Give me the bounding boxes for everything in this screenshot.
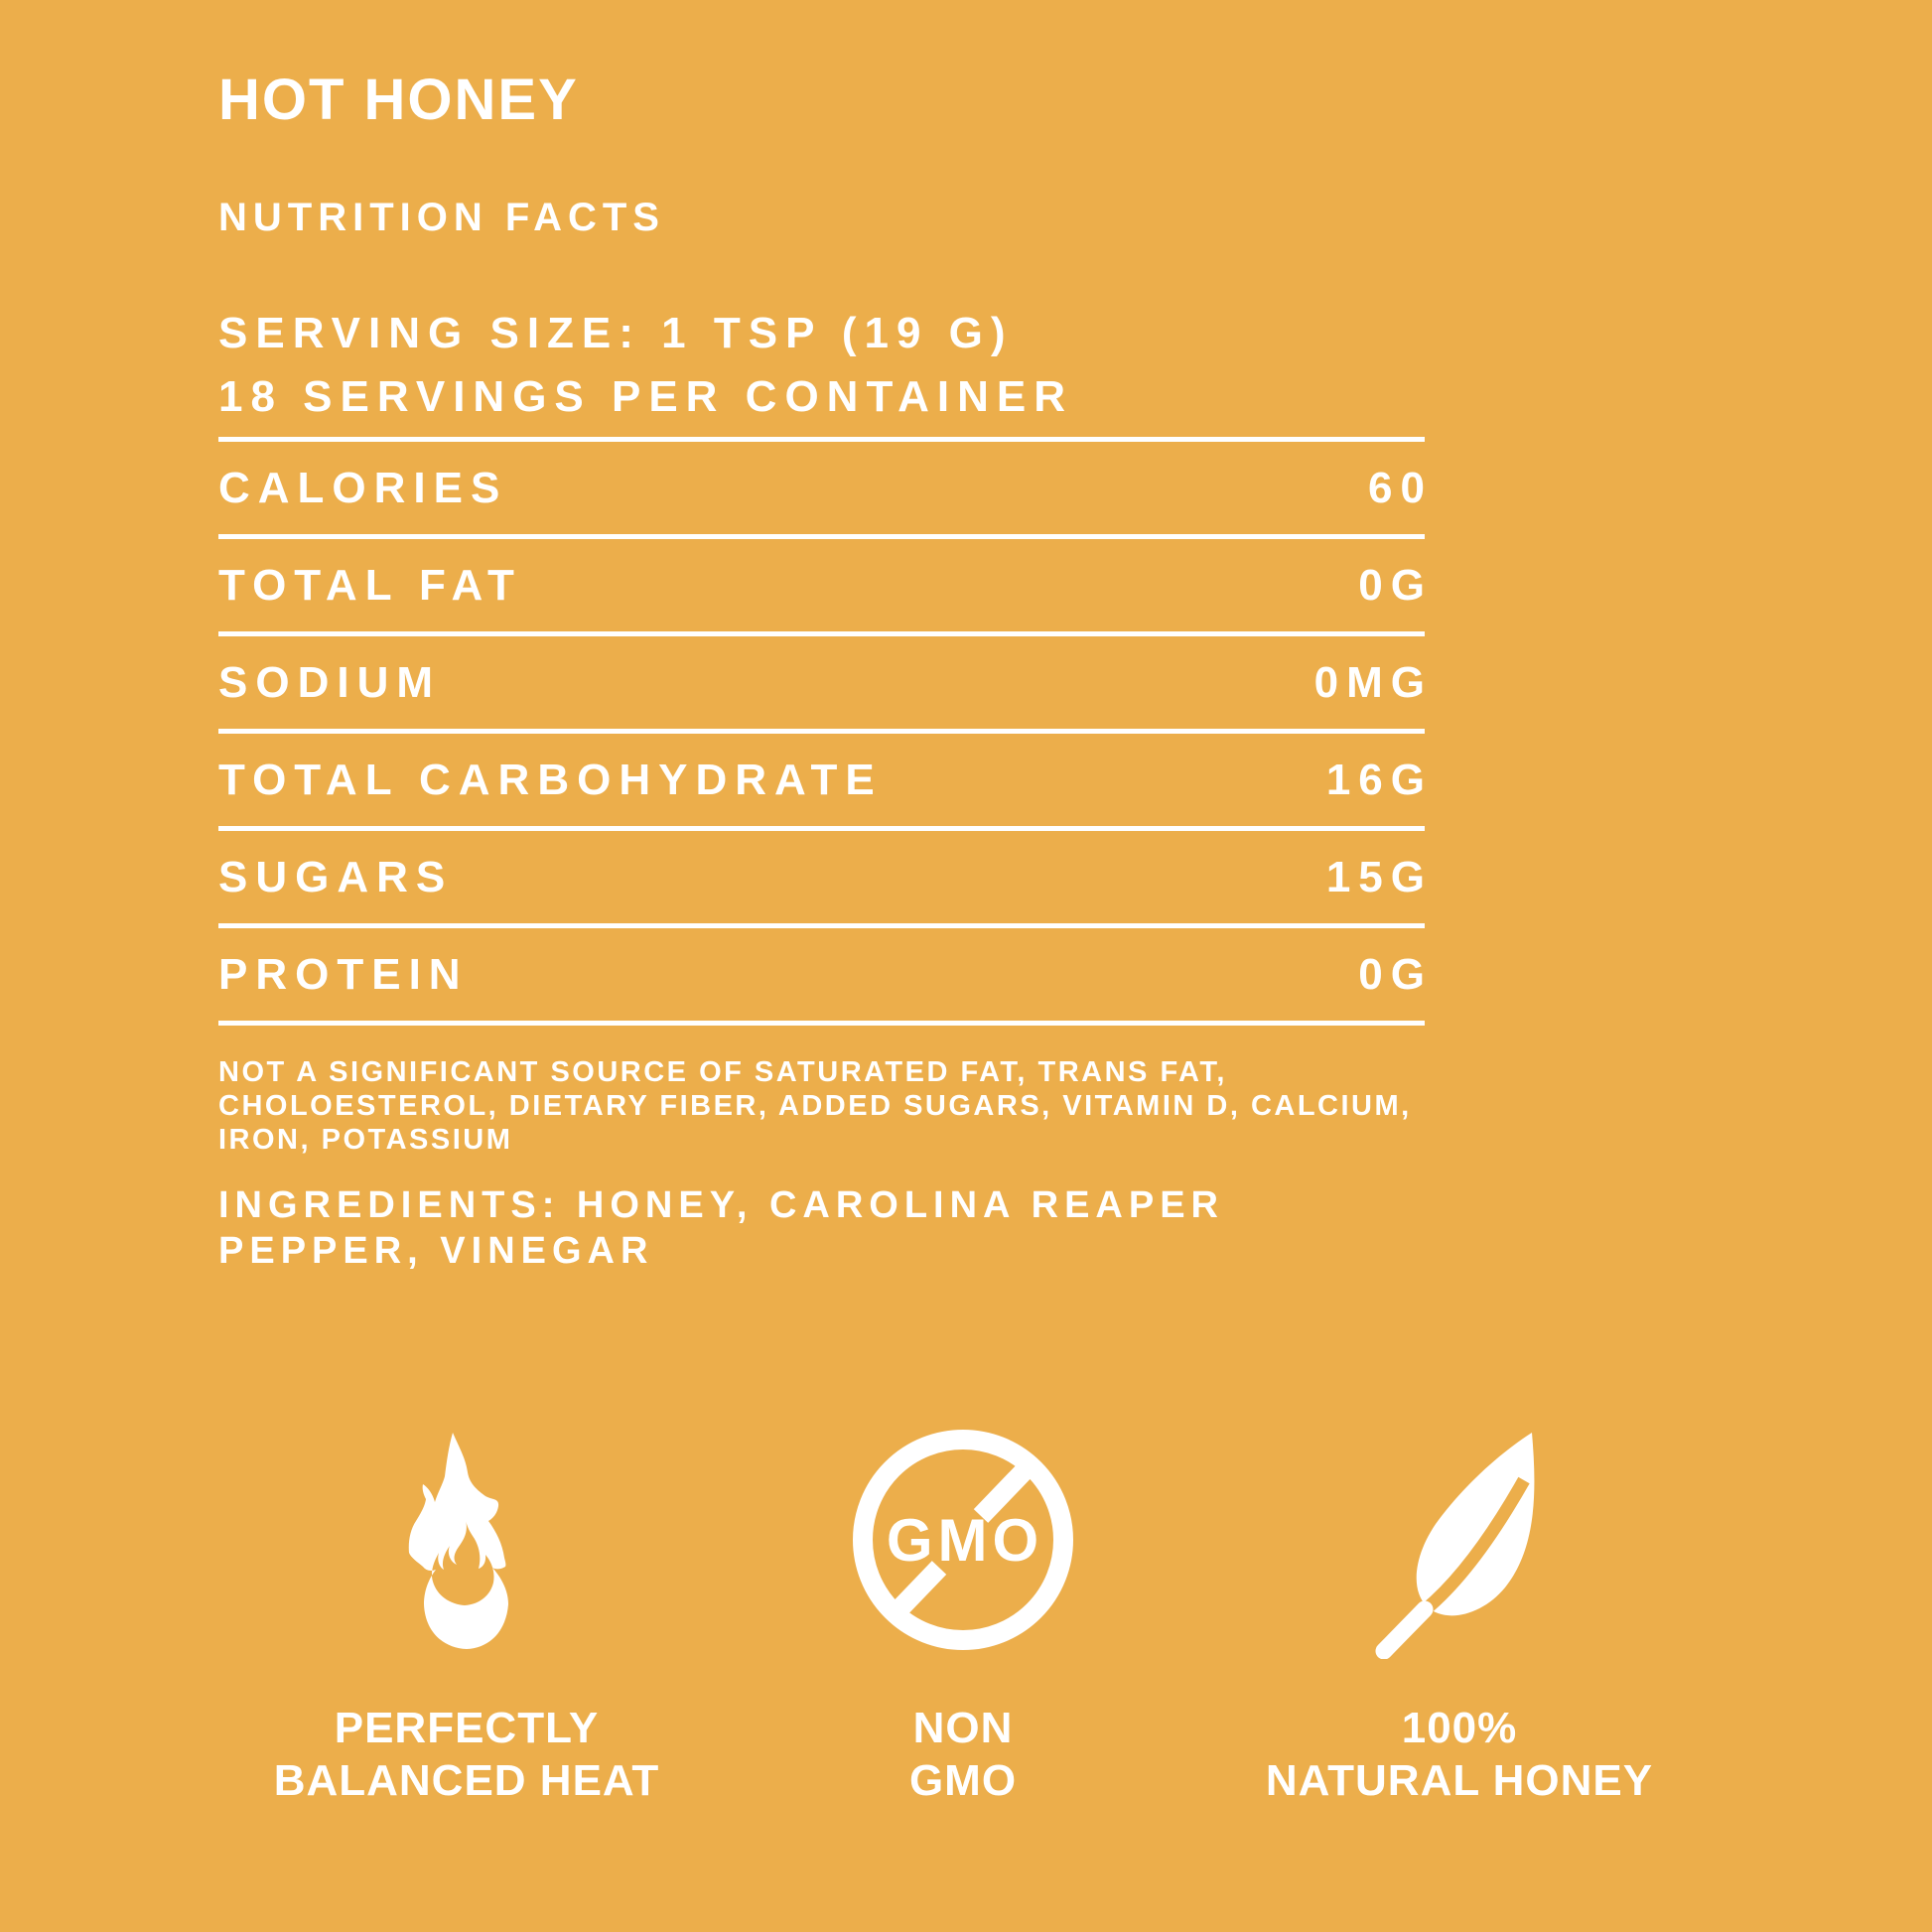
- badge-caption: NON GMO: [909, 1702, 1017, 1807]
- row-value: 0G: [1358, 560, 1433, 610]
- table-row-calories: CALORIES 60: [218, 442, 1425, 534]
- gmo-icon-text: GMO: [887, 1507, 1043, 1574]
- row-label: TOTAL CARBOHYDRATE: [218, 755, 883, 804]
- servings-per-container-line: 18 SERVINGS PER CONTAINER: [218, 372, 1073, 421]
- row-label: SUGARS: [218, 852, 454, 901]
- table-row-total-fat: TOTAL FAT 0G: [218, 539, 1425, 631]
- badge-balanced-heat: PERFECTLY BALANCED HEAT: [218, 1423, 715, 1807]
- divider-line: [218, 826, 1425, 831]
- badge-caption-line: NATURAL HONEY: [1265, 1756, 1654, 1805]
- table-row-sugars: SUGARS 15G: [218, 831, 1425, 923]
- not-significant-source-note: NOT A SIGNIFICANT SOURCE OF SATURATED FA…: [218, 1056, 1412, 1156]
- row-value: 16G: [1325, 755, 1433, 804]
- badge-natural-honey: 100% NATURAL HONEY: [1211, 1423, 1708, 1807]
- divider-line: [218, 437, 1425, 442]
- leaf-icon: [1370, 1423, 1549, 1659]
- badge-caption: PERFECTLY BALANCED HEAT: [274, 1702, 660, 1807]
- nutrition-facts-heading: NUTRITION FACTS: [218, 196, 665, 239]
- badge-caption-line: NON: [912, 1704, 1014, 1752]
- row-label: SODIUM: [218, 657, 441, 707]
- badge-caption-line: 100%: [1401, 1704, 1518, 1752]
- badge-non-gmo: GMO NON GMO: [715, 1423, 1211, 1807]
- ingredients-list: INGREDIENTS: HONEY, CAROLINA REAPER PEPP…: [218, 1184, 1224, 1272]
- row-value: 0G: [1358, 949, 1433, 999]
- divider-line: [218, 923, 1425, 928]
- divider-line: [218, 534, 1425, 539]
- row-label: CALORIES: [218, 463, 508, 512]
- row-label: TOTAL FAT: [218, 560, 522, 610]
- nutrition-table: CALORIES 60 TOTAL FAT 0G SODIUM 0MG TOTA…: [218, 437, 1425, 1026]
- no-gmo-icon: GMO: [851, 1423, 1075, 1656]
- divider-line: [218, 1021, 1425, 1026]
- divider-line: [218, 631, 1425, 636]
- feature-badges: PERFECTLY BALANCED HEAT GMO NON GMO: [218, 1423, 1708, 1807]
- badge-caption-line: GMO: [908, 1756, 1018, 1805]
- row-value: 0MG: [1313, 657, 1433, 707]
- badge-caption-line: PERFECTLY: [334, 1704, 600, 1752]
- badge-caption: 100% NATURAL HONEY: [1266, 1702, 1653, 1807]
- row-value: 60: [1368, 463, 1433, 512]
- divider-line: [218, 729, 1425, 734]
- row-label: PROTEIN: [218, 949, 469, 999]
- hot-honey-nutrition-label: HOT HONEY NUTRITION FACTS SERVING SIZE: …: [218, 68, 1652, 1805]
- badge-caption-line: BALANCED HEAT: [273, 1756, 660, 1805]
- table-row-protein: PROTEIN 0G: [218, 928, 1425, 1021]
- table-row-sodium: SODIUM 0MG: [218, 636, 1425, 729]
- serving-size-line: SERVING SIZE: 1 TSP (19 G): [218, 309, 1014, 357]
- table-row-total-carbohydrate: TOTAL CARBOHYDRATE 16G: [218, 734, 1425, 826]
- row-value: 15G: [1325, 852, 1433, 901]
- page-title: HOT HONEY: [218, 68, 579, 132]
- serving-info: SERVING SIZE: 1 TSP (19 G) 18 SERVINGS P…: [218, 302, 1425, 429]
- flame-icon: [392, 1423, 541, 1656]
